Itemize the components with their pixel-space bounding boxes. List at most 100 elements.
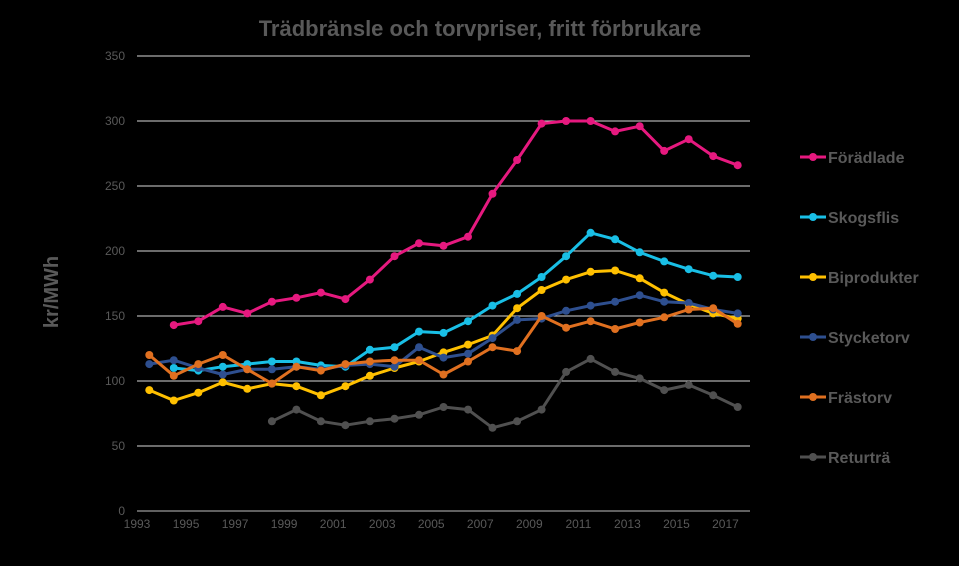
data-point: [439, 328, 448, 337]
data-point: [390, 362, 399, 371]
x-tick-label: 1999: [271, 517, 298, 531]
legend-marker: [809, 213, 817, 221]
data-point: [684, 265, 693, 274]
data-point: [169, 321, 178, 330]
data-point: [660, 313, 669, 322]
data-point: [733, 403, 742, 411]
data-point: [733, 273, 742, 281]
data-point: [267, 365, 276, 374]
data-point: [218, 378, 227, 387]
data-point: [586, 228, 595, 237]
data-point: [709, 304, 718, 313]
data-point: [709, 152, 718, 161]
data-point: [341, 295, 350, 304]
data-point: [292, 382, 301, 391]
x-tick-label: 2009: [516, 517, 543, 531]
x-tick-label: 2007: [467, 517, 494, 531]
data-point: [635, 318, 644, 327]
data-point: [586, 267, 595, 276]
data-point: [611, 266, 620, 275]
legend-item: Returträ: [800, 450, 890, 467]
x-tick-label: 2013: [614, 517, 641, 531]
data-point: [635, 122, 644, 131]
y-tick-label: 200: [105, 244, 125, 258]
data-point: [267, 297, 276, 306]
y-tick-label: 350: [105, 49, 125, 63]
data-point: [341, 360, 350, 369]
data-point: [194, 360, 203, 369]
data-point: [243, 365, 252, 374]
data-point: [562, 117, 571, 125]
y-tick-label: 50: [112, 439, 126, 453]
legend-item: Förädlade: [800, 150, 905, 167]
data-point: [513, 315, 522, 324]
legend-marker: [809, 153, 817, 161]
data-point: [243, 309, 252, 318]
data-point: [464, 232, 472, 241]
data-point: [145, 360, 154, 369]
x-tick-label: 1993: [124, 517, 151, 531]
data-point: [316, 288, 325, 297]
data-point: [145, 386, 154, 395]
data-point: [390, 343, 399, 352]
data-point: [660, 146, 669, 155]
y-tick-label: 150: [105, 309, 125, 323]
data-point: [464, 357, 472, 366]
data-point: [439, 241, 448, 250]
data-point: [586, 301, 595, 310]
legend-label: Biprodukter: [828, 270, 919, 287]
data-point: [365, 275, 374, 284]
data-point: [562, 367, 571, 376]
legend-label: Frästorv: [828, 390, 892, 407]
data-point: [709, 271, 718, 280]
data-point: [684, 299, 693, 307]
x-tick-label: 2003: [369, 517, 396, 531]
legend-label: Skogsflis: [828, 210, 899, 227]
data-point: [464, 317, 472, 326]
data-point: [415, 239, 423, 248]
legend-item: Skogsflis: [800, 210, 899, 227]
data-point: [611, 367, 620, 376]
data-point: [611, 127, 620, 136]
data-point: [513, 156, 522, 164]
data-point: [169, 356, 178, 365]
data-point: [390, 252, 399, 261]
legend-label: Returträ: [828, 450, 890, 467]
data-point: [292, 362, 301, 371]
series-line: [173, 119, 739, 327]
data-point: [537, 119, 546, 128]
x-tick-label: 2015: [663, 517, 690, 531]
y-tick-label: 100: [105, 374, 125, 388]
data-point: [218, 351, 227, 359]
data-point: [660, 386, 669, 395]
data-point: [660, 257, 669, 266]
data-point: [611, 235, 620, 244]
data-point: [733, 309, 742, 318]
data-point: [586, 117, 595, 125]
legend-marker: [809, 333, 817, 341]
data-point: [635, 274, 644, 283]
data-point: [341, 421, 350, 430]
data-point: [439, 353, 448, 362]
data-point: [537, 273, 546, 281]
x-tick-label: 2017: [712, 517, 739, 531]
data-point: [488, 301, 497, 310]
data-point: [316, 366, 325, 375]
y-tick-label: 0: [118, 504, 125, 518]
data-point: [611, 325, 620, 333]
data-point: [513, 347, 522, 356]
data-point: [267, 379, 276, 388]
data-point: [611, 297, 620, 306]
data-point: [635, 248, 644, 257]
legend-item: Frästorv: [800, 390, 892, 407]
data-point: [635, 291, 644, 300]
data-point: [267, 357, 276, 366]
data-point: [439, 403, 448, 411]
data-point: [292, 405, 301, 414]
data-point: [537, 405, 546, 414]
data-point: [243, 384, 252, 393]
data-point: [488, 343, 497, 352]
data-point: [660, 297, 669, 306]
series-line: [271, 357, 739, 430]
data-point: [660, 288, 669, 297]
